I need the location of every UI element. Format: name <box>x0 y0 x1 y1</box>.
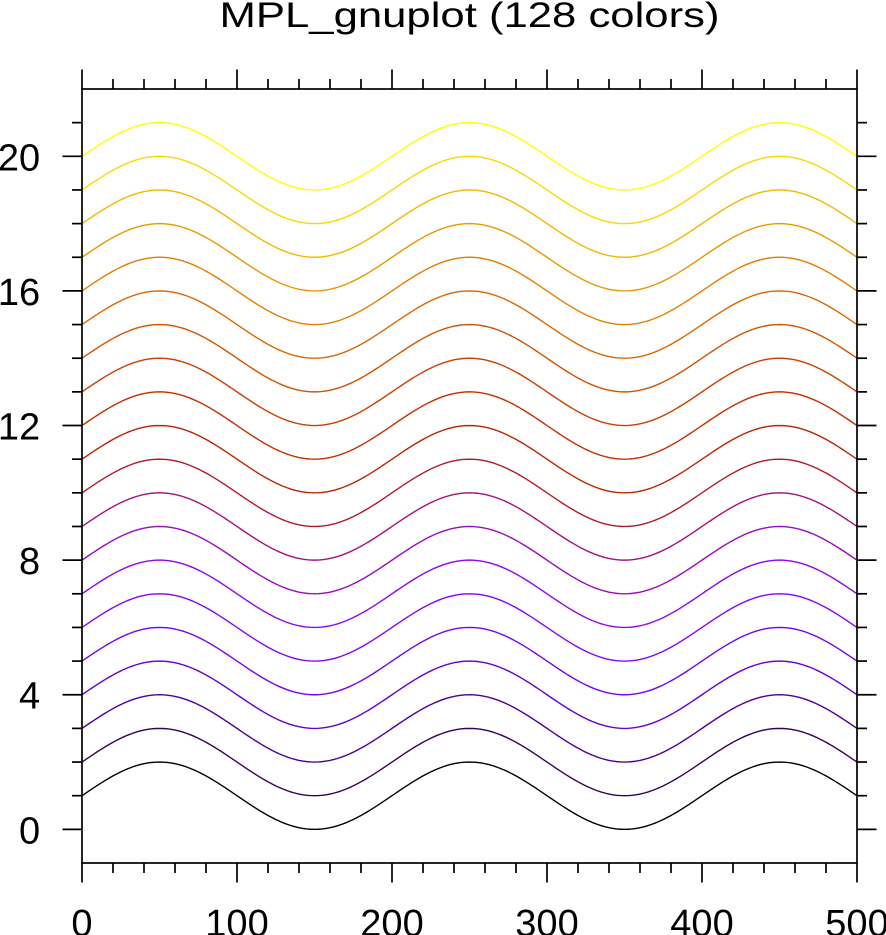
svg-text:200: 200 <box>360 903 423 935</box>
svg-text:500: 500 <box>825 903 886 935</box>
svg-text:400: 400 <box>670 903 733 935</box>
svg-text:300: 300 <box>515 903 578 935</box>
svg-text:12: 12 <box>0 407 40 449</box>
svg-text:8: 8 <box>19 541 40 583</box>
svg-text:20: 20 <box>0 137 40 179</box>
svg-text:16: 16 <box>0 272 40 314</box>
svg-text:4: 4 <box>19 676 40 718</box>
svg-text:100: 100 <box>205 903 268 935</box>
svg-text:MPL_gnuplot (128 colors): MPL_gnuplot (128 colors) <box>220 0 720 35</box>
svg-text:0: 0 <box>71 903 92 935</box>
svg-text:0: 0 <box>19 810 40 852</box>
